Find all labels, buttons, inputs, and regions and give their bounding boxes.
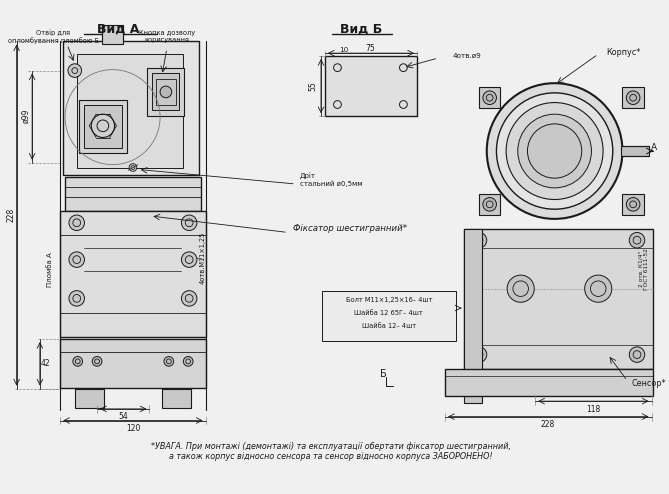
Bar (322, 290, 456, 341)
Circle shape (507, 275, 535, 302)
Circle shape (73, 357, 82, 366)
Bar (162, 388, 191, 408)
Bar (63, 41, 199, 175)
Text: А: А (650, 143, 657, 152)
Circle shape (69, 252, 84, 267)
Circle shape (506, 103, 603, 200)
Text: Б: Б (380, 369, 387, 379)
Text: Шайба 12– 4шт: Шайба 12– 4шт (362, 323, 416, 329)
Text: Шайба 12 65Г– 4шт: Шайба 12 65Г– 4шт (355, 310, 423, 316)
Text: 4отв.М11×1,25: 4отв.М11×1,25 (200, 232, 206, 284)
Text: Отвір для
опломбування пломбою Б: Отвір для опломбування пломбою Б (8, 29, 99, 44)
Circle shape (91, 114, 114, 137)
Text: 118: 118 (586, 406, 601, 414)
Text: 54: 54 (118, 412, 128, 421)
Text: 228: 228 (541, 420, 555, 429)
Text: Фіксатор шестигранний*: Фіксатор шестигранний* (293, 224, 407, 233)
Circle shape (69, 290, 84, 306)
Text: Дріт
стальний ø0,5мм: Дріт стальний ø0,5мм (300, 173, 362, 187)
Text: 10: 10 (340, 47, 349, 53)
Bar (84, 105, 122, 148)
Bar (102, 25, 123, 44)
Bar (65, 177, 201, 211)
Text: *УВАГА. При монтажі (демонтажі) та експлуатації обертати фіксатор шестигранний,
: *УВАГА. При монтажі (демонтажі) та експл… (151, 442, 510, 461)
Bar (479, 194, 500, 215)
Bar (464, 229, 482, 403)
Text: 228: 228 (6, 208, 15, 222)
Bar (479, 87, 500, 108)
Text: 75: 75 (365, 44, 375, 53)
Text: Болт М11×1,25×16– 4шт: Болт М11×1,25×16– 4шт (346, 297, 432, 303)
Bar (79, 100, 127, 153)
Circle shape (129, 164, 137, 171)
Bar (60, 211, 205, 337)
Text: 4отв.ø9: 4отв.ø9 (453, 53, 482, 59)
Circle shape (160, 86, 172, 98)
Text: Корпус*: Корпус* (606, 47, 640, 57)
Circle shape (630, 233, 645, 248)
Circle shape (585, 275, 612, 302)
Text: ø99: ø99 (22, 109, 31, 124)
Bar (622, 146, 649, 156)
Bar (75, 388, 104, 408)
Bar (622, 194, 644, 215)
Bar (445, 369, 654, 396)
Bar (147, 68, 185, 116)
Circle shape (181, 215, 197, 231)
Bar (77, 54, 183, 168)
Text: Вид А: Вид А (97, 22, 140, 36)
Circle shape (483, 91, 496, 105)
Circle shape (471, 347, 487, 363)
Circle shape (518, 114, 591, 188)
Circle shape (183, 357, 193, 366)
Bar (153, 74, 179, 110)
Circle shape (69, 215, 84, 231)
Bar (622, 87, 644, 108)
Circle shape (527, 124, 582, 178)
Circle shape (496, 93, 613, 209)
Bar (325, 56, 417, 116)
Circle shape (471, 233, 487, 248)
Text: Сенсор*: Сенсор* (631, 379, 666, 388)
Text: 120: 120 (126, 424, 140, 433)
Bar (464, 229, 654, 369)
Circle shape (164, 357, 174, 366)
Circle shape (181, 252, 197, 267)
Text: 42: 42 (41, 359, 51, 368)
Bar (60, 339, 205, 388)
Bar (156, 80, 175, 105)
Circle shape (68, 64, 82, 78)
Text: Вид Б: Вид Б (340, 22, 382, 36)
Circle shape (92, 357, 102, 366)
Text: 2 отв. К1/4"
ГОСТ 6111-52: 2 отв. К1/4" ГОСТ 6111-52 (638, 248, 649, 290)
Circle shape (487, 83, 622, 219)
Circle shape (630, 347, 645, 363)
Text: Кнопка дозволу
коригування: Кнопка дозволу коригування (138, 30, 195, 43)
Text: Пломба А: Пломба А (47, 252, 53, 287)
Circle shape (181, 290, 197, 306)
Text: 55: 55 (308, 81, 318, 91)
Circle shape (626, 91, 640, 105)
Circle shape (483, 198, 496, 211)
Circle shape (626, 198, 640, 211)
